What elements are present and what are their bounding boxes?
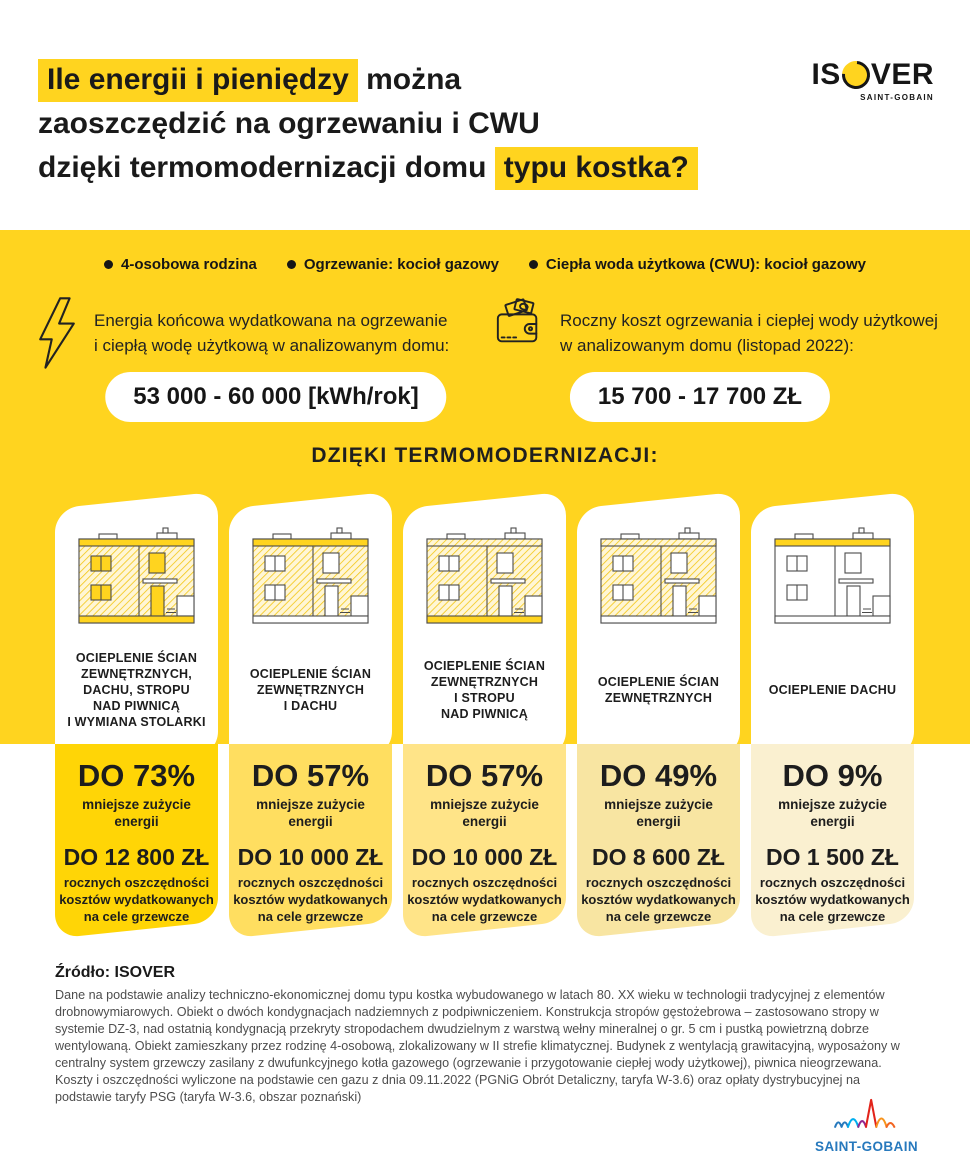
assumption-label: 4-osobowa rodzina: [121, 256, 257, 273]
source-title: Źródło: ISOVER: [55, 964, 175, 981]
scenario-card: OCIEPLENIE ŚCIAN ZEWNĘTRZNYCH, DACHU, ST…: [55, 490, 218, 940]
assumptions-row: 4-osobowa rodzina Ogrzewanie: kocioł gaz…: [0, 256, 970, 273]
savings-amount-caption: rocznych oszczędności kosztów wydatkowan…: [233, 875, 388, 924]
title-rest-1: można: [357, 63, 462, 96]
house-illustration: [69, 526, 204, 638]
scenario-card: OCIEPLENIE DACHU DO 9% mniejsze zużycie …: [751, 490, 914, 940]
saint-gobain-logo: SAINT-GOBAIN: [815, 1096, 918, 1154]
assumption-family: 4-osobowa rodzina: [104, 256, 257, 273]
card-figures: DO 73% mniejsze zużycie energii DO 12 80…: [55, 744, 218, 925]
scenario-card: OCIEPLENIE ŚCIAN ZEWNĘTRZNYCH I STROPU N…: [403, 490, 566, 940]
section-heading: DZIĘKI TERMOMODERNIZACJI:: [311, 444, 659, 467]
card-figures: DO 57% mniejsze zużycie energii DO 10 00…: [403, 744, 566, 925]
title-line-3: dzięki termomodernizacji domu typu kostk…: [38, 146, 698, 190]
savings-amount: DO 10 000 ZŁ: [411, 844, 558, 870]
savings-amount-caption: rocznych oszczędności kosztów wydatkowan…: [581, 875, 736, 924]
savings-percent: DO 57%: [425, 758, 544, 793]
saint-gobain-text: SAINT-GOBAIN: [814, 1139, 918, 1154]
energy-info-line-1: Energia końcowa wydatkowana na ogrzewani…: [94, 311, 448, 330]
assumption-label: Ogrzewanie: kocioł gazowy: [303, 256, 499, 273]
assumption-cwu: Ciepła woda użytkowa (CWU): kocioł gazow…: [528, 256, 866, 273]
scenario-card: OCIEPLENIE ŚCIAN ZEWNĘTRZNYCH I DACHU DO…: [229, 490, 392, 940]
source-body: Dane na podstawie analizy techniczno-eko…: [55, 988, 900, 1104]
savings-amount-caption: rocznych oszczędności kosztów wydatkowan…: [59, 875, 214, 924]
cost-info-line-2: w analizowanym domu (listopad 2022):: [560, 336, 854, 355]
title-highlight-3: typu kostka?: [494, 147, 698, 190]
savings-percent: DO 73%: [77, 758, 196, 793]
isover-wordmark: IS VER: [811, 55, 934, 95]
savings-percent: DO 9%: [782, 758, 883, 793]
savings-amount: DO 1 500 ZŁ: [766, 844, 899, 870]
cost-info-text: Roczny koszt ogrzewania i ciepłej wody u…: [560, 296, 938, 358]
title-line-1: Ile energii i pieniędzy można: [38, 58, 698, 102]
card-scenario-label: OCIEPLENIE ŚCIAN ZEWNĘTRZNYCH: [597, 675, 720, 705]
title-highlight-1: Ile energii i pieniędzy: [38, 59, 358, 102]
bullet-dot-icon: [104, 260, 114, 269]
savings-amount-caption: rocznych oszczędności kosztów wydatkowan…: [407, 875, 562, 924]
card-scenario-label: OCIEPLENIE DACHU: [768, 683, 897, 697]
card-figures: DO 49% mniejsze zużycie energii DO 8 600…: [577, 744, 740, 925]
savings-amount: DO 10 000 ZŁ: [237, 844, 384, 870]
savings-percent-caption: mniejsze zużycie energii: [430, 797, 539, 829]
cost-value-pill: 15 700 - 17 700 ZŁ: [569, 372, 831, 422]
wallet-icon: [494, 296, 544, 357]
savings-amount-caption: rocznych oszczędności kosztów wydatkowan…: [755, 875, 910, 924]
card-scenario-label: OCIEPLENIE ŚCIAN ZEWNĘTRZNYCH I DACHU: [249, 667, 372, 713]
savings-percent-caption: mniejsze zużycie energii: [82, 797, 191, 829]
cost-info: Roczny koszt ogrzewania i ciepłej wody u…: [494, 296, 938, 358]
savings-percent-caption: mniejsze zużycie energii: [778, 797, 887, 829]
savings-amount: DO 12 800 ZŁ: [63, 844, 210, 870]
isover-logo-subtext: SAINT-GOBAIN: [860, 93, 934, 102]
energy-info-text: Energia końcowa wydatkowana na ogrzewani…: [94, 296, 449, 358]
page-title: Ile energii i pieniędzy można zaoszczędz…: [38, 58, 698, 190]
savings-percent-caption: mniejsze zużycie energii: [256, 797, 365, 829]
bullet-dot-icon: [528, 260, 538, 269]
card-scenario-label: OCIEPLENIE ŚCIAN ZEWNĘTRZNYCH I STROPU N…: [423, 659, 546, 721]
cost-info-line-1: Roczny koszt ogrzewania i ciepłej wody u…: [560, 311, 938, 330]
house-illustration: [243, 526, 378, 638]
scenario-card: OCIEPLENIE ŚCIAN ZEWNĘTRZNYCH DO 49% mni…: [577, 490, 740, 940]
savings-percent-caption: mniejsze zużycie energii: [604, 797, 713, 829]
energy-info: Energia końcowa wydatkowana na ogrzewani…: [36, 296, 449, 375]
isover-logo-is: IS: [811, 58, 841, 91]
isover-o-icon: [836, 55, 876, 95]
bullet-dot-icon: [286, 260, 296, 269]
saint-gobain-mark-icon: [827, 1096, 905, 1137]
lightning-icon: [36, 296, 78, 375]
card-scenario-label: OCIEPLENIE ŚCIAN ZEWNĘTRZNYCH, DACHU, ST…: [67, 651, 206, 729]
house-illustration: [765, 526, 900, 638]
card-figures: DO 57% mniejsze zużycie energii DO 10 00…: [229, 744, 392, 925]
isover-logo: IS VER SAINT-GOBAIN: [811, 55, 934, 102]
cards-row: OCIEPLENIE ŚCIAN ZEWNĘTRZNYCH, DACHU, ST…: [55, 490, 915, 940]
title-rest-3: dzięki termomodernizacji domu: [38, 151, 495, 184]
isover-logo-ver: VER: [870, 58, 934, 91]
savings-percent: DO 57%: [251, 758, 370, 793]
assumption-heating: Ogrzewanie: kocioł gazowy: [286, 256, 499, 273]
savings-amount: DO 8 600 ZŁ: [592, 844, 725, 870]
house-illustration: [591, 526, 726, 638]
energy-value-pill: 53 000 - 60 000 [kWh/rok]: [105, 372, 447, 422]
energy-info-line-2: i ciepłą wodę użytkową w analizowanym do…: [94, 336, 450, 355]
card-figures: DO 9% mniejsze zużycie energii DO 1 500 …: [751, 744, 914, 925]
savings-percent: DO 49%: [599, 758, 718, 793]
assumption-label: Ciepła woda użytkowa (CWU): kocioł gazow…: [545, 256, 866, 273]
house-illustration: [417, 526, 552, 638]
title-line-2: zaoszczędzić na ogrzewaniu i CWU: [38, 107, 540, 140]
